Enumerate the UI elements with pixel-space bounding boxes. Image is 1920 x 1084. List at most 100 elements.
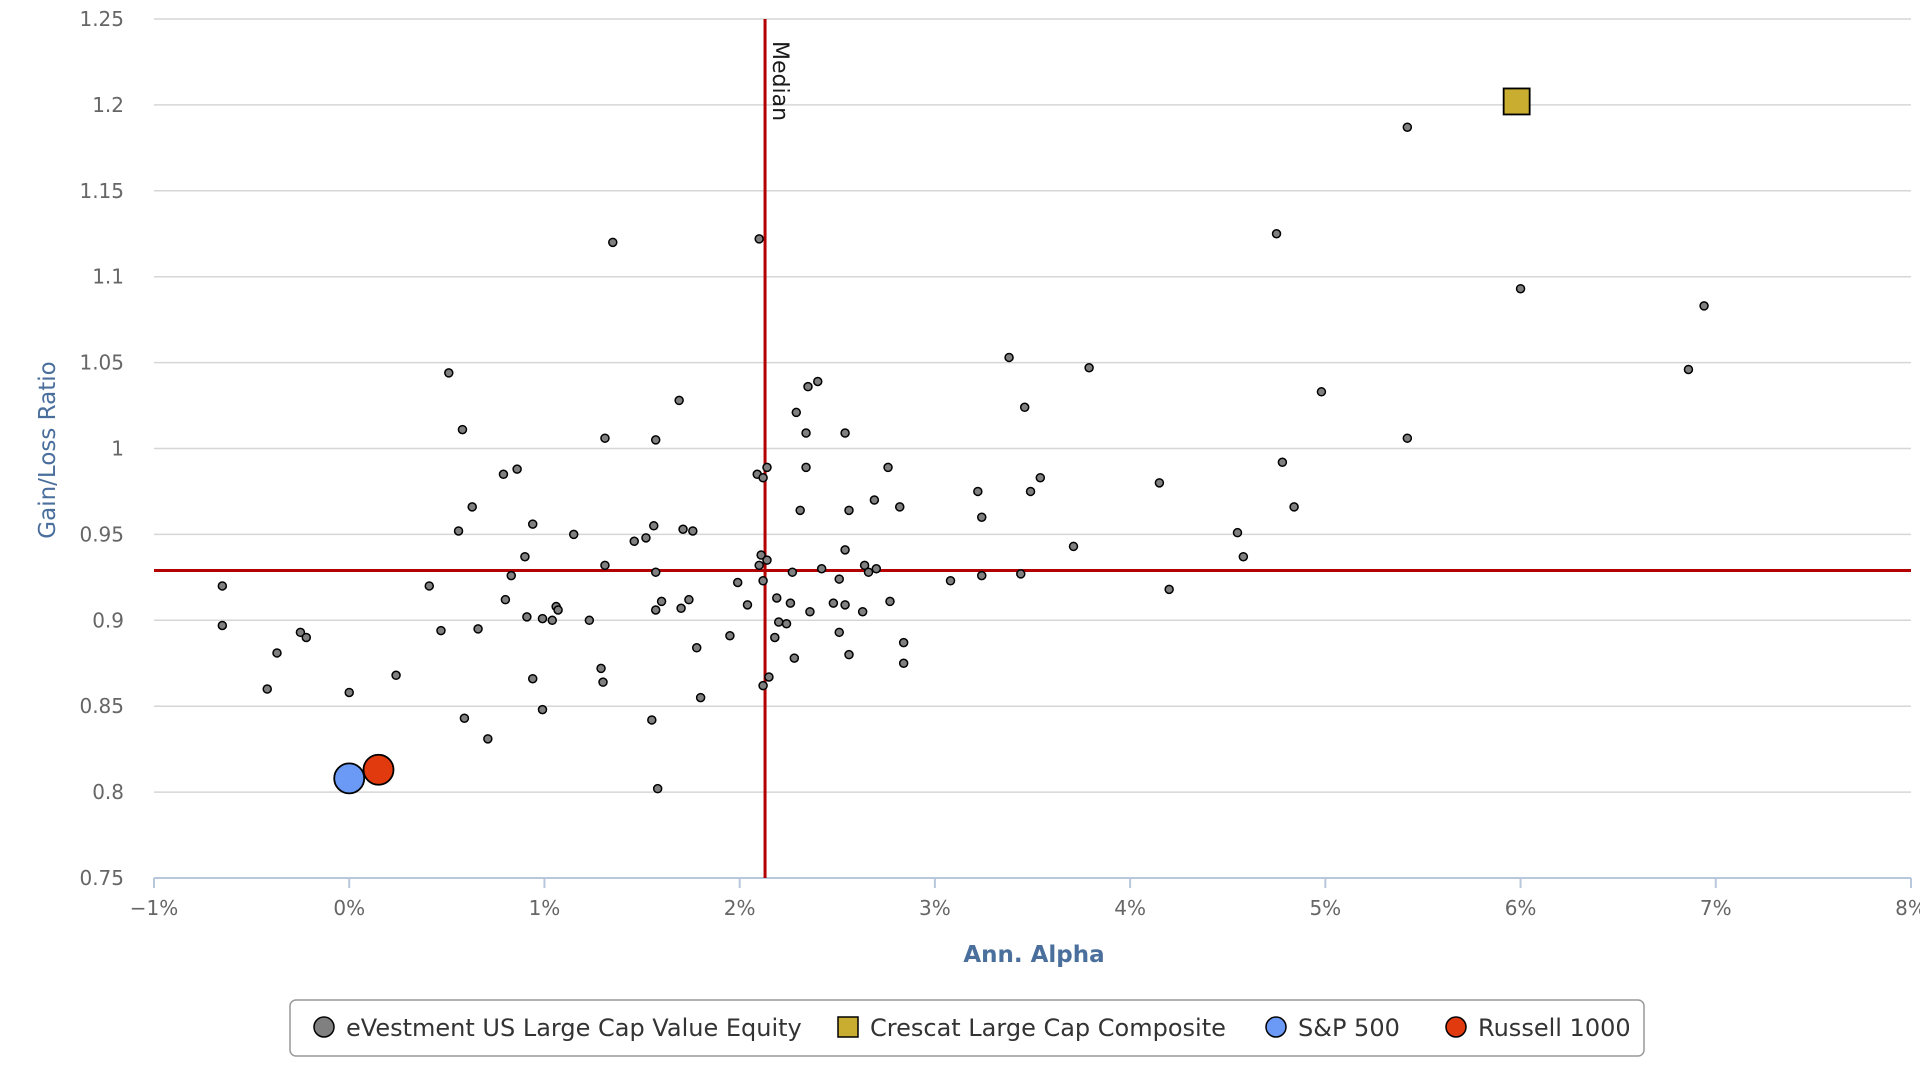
x-tick-label: 0%: [333, 896, 365, 920]
data-point-circle: [527, 673, 538, 684]
data-point-circle: [764, 672, 774, 682]
data-point-circle: [754, 234, 764, 244]
data-point-square: [1502, 87, 1531, 116]
y-axis-title: Gain/Loss Ratio: [35, 361, 61, 538]
x-tick-label: 6%: [1505, 896, 1537, 920]
data-point-circle: [813, 376, 823, 387]
y-tick-label: 1.05: [79, 351, 124, 375]
data-point-circle: [467, 502, 477, 512]
data-point-circle: [762, 555, 772, 565]
x-tick-label: 1%: [529, 896, 561, 920]
legend-item-evestment[interactable]: eVestment US Large Cap Value Equity: [313, 1014, 802, 1042]
data-point-circle: [1004, 352, 1014, 363]
data-point-circle: [684, 594, 694, 605]
legend-item-crescat[interactable]: Crescat Large Cap Composite: [837, 1014, 1226, 1042]
data-point-circle: [758, 680, 768, 691]
data-point-circle: [803, 381, 813, 392]
data-point-circle: [1316, 387, 1327, 397]
data-point-circle: [857, 606, 868, 617]
data-point-circle: [691, 643, 702, 653]
median-label: Median: [767, 41, 792, 121]
x-tick-label: 3%: [919, 896, 951, 920]
data-point-circle: [547, 615, 558, 626]
data-point-circle: [973, 486, 983, 497]
data-point-circle: [762, 462, 772, 473]
data-point-circle: [840, 545, 850, 555]
data-point-circle: [473, 624, 483, 634]
x-tick-label: 8%: [1895, 896, 1920, 920]
data-point-circle: [217, 620, 228, 631]
x-tick-label: −1%: [130, 896, 179, 920]
data-point-circle: [898, 658, 909, 668]
data-point-circle: [584, 615, 595, 626]
data-point-circle: [650, 605, 661, 615]
y-tick-label: 0.95: [79, 522, 124, 546]
data-point-circle: [295, 627, 306, 638]
y-tick-label: 1.2: [92, 93, 124, 117]
data-point-circle: [1402, 122, 1413, 132]
data-point-circle: [885, 596, 895, 607]
data-point-circle: [805, 606, 815, 617]
legend-marker-square-gold: [837, 1016, 859, 1038]
data-point-circle: [894, 502, 905, 512]
data-point-circle: [500, 594, 511, 605]
data-point-circle: [898, 637, 909, 648]
data-point-circle: [801, 428, 811, 438]
data-point-circle: [1402, 433, 1413, 443]
data-point-circle: [1271, 229, 1282, 239]
data-point-circle: [844, 649, 854, 660]
data-point-circle: [629, 536, 639, 547]
data-point-circle: [834, 627, 844, 638]
data-point-circle: [527, 519, 538, 529]
data-point-circle: [444, 368, 454, 378]
data-point-circle: [773, 617, 784, 627]
data-point-circle: [781, 618, 792, 629]
data-point-circle: [1683, 364, 1694, 375]
legend-marker-circle-gray: [313, 1016, 335, 1038]
y-axis-ticks: 0.75 0.8 0.85 0.9 0.95 1 1.05 1.1 1.15 1.2 1.25: [79, 7, 124, 890]
data-point-circle: [1277, 457, 1288, 467]
legend-item-sp500[interactable]: S&P 500: [1265, 1014, 1400, 1042]
data-point-circle: [553, 605, 563, 615]
data-point-circle: [1068, 541, 1079, 552]
data-point-circle: [649, 521, 659, 531]
data-point-circle: [650, 567, 661, 577]
data-point-circle: [945, 576, 956, 586]
data-point-circle: [333, 762, 366, 795]
data-point-circle: [725, 631, 735, 641]
data-point-circle: [695, 692, 706, 703]
legend-marker-circle-red: [1445, 1016, 1467, 1038]
legend-label-evestment: eVestment US Large Cap Value Equity: [346, 1014, 802, 1042]
y-tick-label: 1.15: [79, 179, 124, 203]
data-point-circle: [976, 512, 987, 522]
data-point-circle: [436, 625, 446, 636]
data-point-circle: [262, 684, 272, 694]
y-tick-label: 1.1: [92, 265, 124, 289]
data-point-circle: [391, 670, 401, 681]
data-point-circle: [537, 613, 548, 624]
data-point-circle: [1019, 402, 1030, 413]
legend-item-russell1000[interactable]: Russell 1000: [1445, 1014, 1631, 1042]
data-point-circle: [650, 435, 661, 445]
x-axis-title: Ann. Alpha: [963, 942, 1104, 968]
legend-label-sp500: S&P 500: [1298, 1014, 1400, 1042]
data-point-circle: [520, 551, 530, 562]
data-point-circle: [770, 632, 780, 643]
data-point-circle: [537, 704, 548, 715]
data-point-circle: [608, 237, 618, 248]
legend-label-russell1000: Russell 1000: [1478, 1014, 1631, 1042]
data-point-circle: [1016, 569, 1026, 579]
x-tick-label: 5%: [1309, 896, 1341, 920]
data-point-circle: [1238, 551, 1249, 562]
data-point-circle: [301, 632, 312, 643]
data-point-circle: [834, 574, 844, 584]
data-point-circle: [859, 560, 870, 571]
data-point-circle: [863, 567, 874, 577]
data-point-circle: [789, 653, 800, 663]
data-point-circle: [512, 464, 522, 474]
y-tick-label: 1.25: [79, 7, 124, 31]
data-points: [217, 87, 1709, 795]
data-point-circle: [1035, 472, 1046, 483]
data-point-circle: [652, 783, 663, 794]
data-point-circle: [647, 715, 657, 725]
